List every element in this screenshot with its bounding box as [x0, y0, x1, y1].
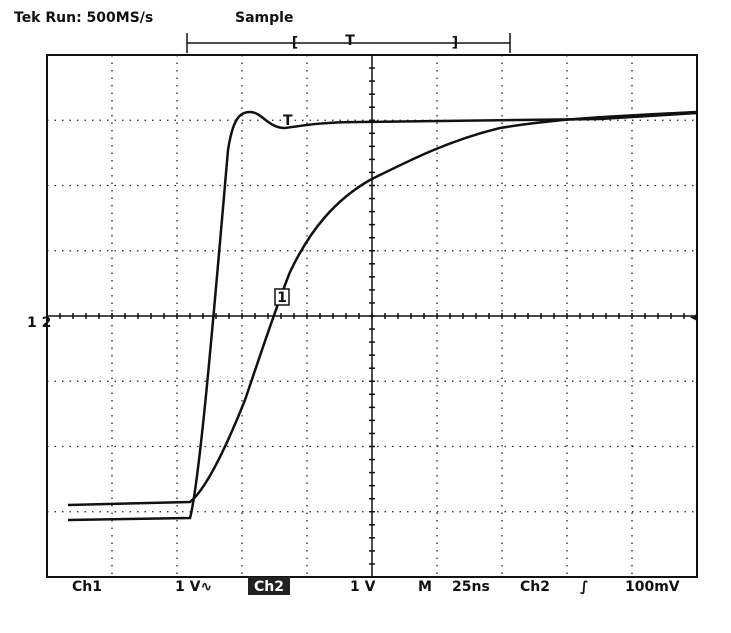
channel-markers: 1 2 — [27, 315, 51, 331]
trigger-level: ◂ — [690, 309, 697, 325]
ch1-scale: 1 V∿ — [175, 579, 212, 595]
window-right: ] — [452, 35, 458, 51]
ch1: Ch1 — [72, 579, 102, 595]
timebase: 25ns — [452, 579, 490, 595]
status: Tek Run: 500MS/s — [14, 10, 153, 26]
graticule — [47, 55, 697, 577]
trace-label: T — [283, 113, 293, 129]
window-left: [ — [292, 35, 298, 51]
ch2-scale: 1 V — [350, 579, 376, 595]
scope-screen: Tek Run: 500MS/s Sample [ T ] T 1 1 2 ◂ … — [0, 0, 731, 633]
trigger-source: Ch2 — [520, 579, 550, 595]
ch2-box-label: Ch2 — [254, 579, 284, 595]
cursor-label: 1 — [277, 290, 287, 306]
m-label: M — [418, 579, 432, 595]
trigger-edge: ∫ — [580, 579, 589, 595]
trigger-level-value: 100mV — [625, 579, 680, 595]
acq-mode: Sample — [235, 10, 293, 26]
trigger-pos: T — [345, 33, 355, 49]
